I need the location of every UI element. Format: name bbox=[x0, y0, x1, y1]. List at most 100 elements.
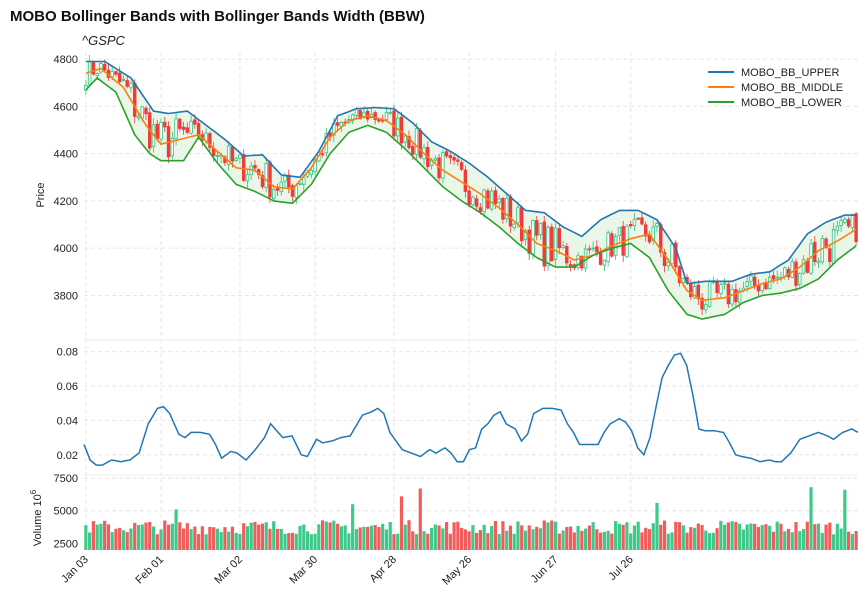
x-tick-label: Jul 26 bbox=[607, 554, 636, 583]
candle-down bbox=[399, 116, 404, 144]
candle-down bbox=[275, 188, 280, 191]
candle-up bbox=[512, 223, 516, 229]
volume-bar bbox=[738, 523, 742, 550]
volume-bar bbox=[760, 525, 764, 550]
volume-bar bbox=[764, 524, 768, 550]
volume-bar bbox=[730, 521, 734, 550]
volume-bar bbox=[317, 524, 321, 550]
volume-bar bbox=[677, 522, 682, 550]
candle-up bbox=[666, 261, 670, 267]
volume-bar bbox=[302, 524, 306, 550]
candle-up bbox=[159, 122, 163, 140]
x-tick-label: Mar 02 bbox=[212, 554, 245, 587]
volume-bar bbox=[741, 529, 745, 550]
volume-bar bbox=[272, 521, 276, 550]
candle-up bbox=[471, 196, 475, 206]
candle-up bbox=[497, 198, 501, 204]
candle-up bbox=[489, 190, 494, 210]
volume-bar bbox=[426, 533, 430, 550]
volume-bar bbox=[640, 532, 644, 550]
candle-down bbox=[448, 155, 453, 159]
volume-bar bbox=[305, 531, 310, 550]
candle-up bbox=[613, 236, 618, 256]
volume-bar bbox=[189, 529, 193, 550]
volume-bar bbox=[151, 526, 156, 550]
volume-bar bbox=[444, 522, 449, 550]
candle-down bbox=[467, 190, 471, 205]
volume-bar bbox=[798, 531, 802, 550]
candle-down bbox=[133, 82, 137, 117]
volume-bar bbox=[178, 522, 182, 550]
volume-bar bbox=[557, 533, 561, 550]
candle-up bbox=[767, 276, 772, 290]
volume-axis-label: Volume 106 bbox=[29, 489, 44, 546]
candle-up bbox=[226, 145, 231, 165]
candle-up bbox=[121, 79, 126, 81]
volume-bar bbox=[170, 523, 174, 550]
volume-bar bbox=[651, 523, 655, 550]
volume-bar bbox=[723, 524, 727, 550]
volume-bar bbox=[595, 529, 599, 550]
candle-down bbox=[474, 198, 479, 207]
candle-up bbox=[816, 260, 821, 264]
candle-up bbox=[516, 207, 520, 224]
volume-bar bbox=[553, 521, 558, 550]
volume-bar bbox=[106, 524, 111, 550]
volume-bar bbox=[768, 525, 772, 550]
candle-up bbox=[602, 259, 607, 266]
candle-up bbox=[414, 128, 419, 155]
candle-down bbox=[163, 121, 167, 128]
candle-up bbox=[831, 228, 836, 264]
middle-band-line bbox=[85, 67, 857, 302]
volume-bar bbox=[238, 533, 242, 550]
volume-bar bbox=[309, 534, 313, 550]
candle-up bbox=[264, 163, 268, 189]
candle-up bbox=[843, 218, 847, 223]
candle-up bbox=[835, 225, 840, 232]
volume-bar bbox=[396, 533, 400, 550]
volume-bar bbox=[381, 523, 385, 550]
candle-up bbox=[692, 286, 697, 299]
volume-bar bbox=[366, 526, 370, 550]
candle-up bbox=[136, 115, 141, 119]
volume-bar bbox=[347, 533, 351, 550]
volume-bar bbox=[726, 522, 730, 550]
volume-bar bbox=[516, 521, 520, 550]
volume-bar bbox=[328, 522, 332, 550]
volume-bar bbox=[185, 523, 189, 550]
candle-up bbox=[433, 158, 438, 161]
price-y-tick: 4800 bbox=[54, 54, 78, 66]
candle-up bbox=[737, 290, 742, 303]
volume-bar bbox=[636, 521, 640, 550]
volume-bar bbox=[144, 522, 148, 550]
candle-down bbox=[407, 136, 411, 149]
candle-down bbox=[700, 297, 704, 310]
candle-up bbox=[129, 82, 133, 89]
candle-up bbox=[283, 175, 287, 182]
volume-bar bbox=[388, 521, 392, 550]
candle-up bbox=[298, 183, 302, 185]
volume-bar bbox=[801, 529, 806, 550]
volume-bar bbox=[399, 496, 404, 550]
candle-down bbox=[726, 283, 731, 305]
volume-bar bbox=[820, 532, 824, 550]
volume-bar bbox=[392, 534, 396, 550]
candle-down bbox=[595, 246, 599, 253]
volume-bar bbox=[565, 527, 569, 550]
candle-down bbox=[335, 122, 340, 126]
candle-down bbox=[689, 283, 693, 298]
volume-bar bbox=[467, 531, 471, 550]
volume-bar bbox=[674, 521, 678, 550]
volume-bars bbox=[84, 487, 858, 550]
bbw-y-tick: 0.06 bbox=[57, 381, 78, 393]
volume-bar bbox=[794, 522, 798, 550]
volume-bar bbox=[125, 532, 129, 550]
candle-down bbox=[752, 276, 757, 287]
candle-up bbox=[617, 227, 622, 236]
volume-bar bbox=[629, 533, 633, 550]
candle-up bbox=[170, 138, 175, 157]
volume-bar bbox=[775, 521, 779, 550]
volume-bar bbox=[358, 527, 362, 550]
candle-down bbox=[320, 153, 325, 156]
